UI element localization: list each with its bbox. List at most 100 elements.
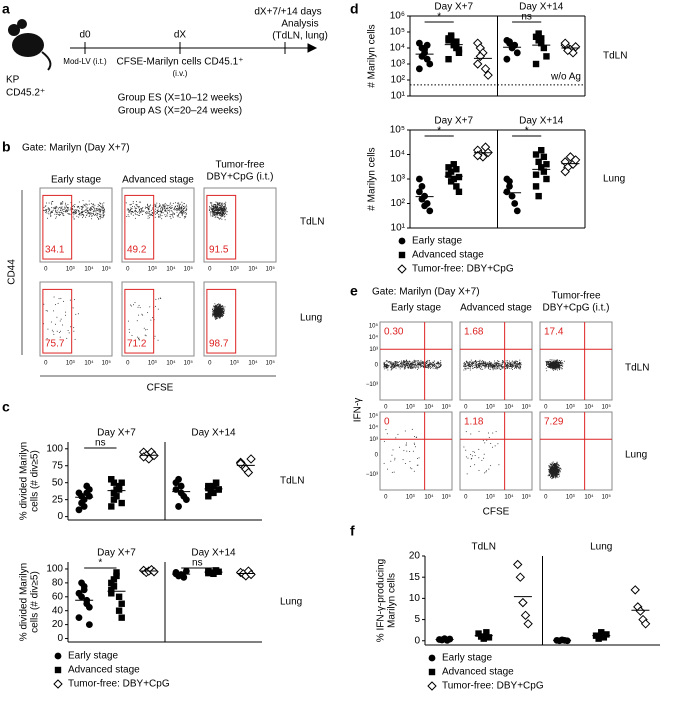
section-label: TdLN — [472, 542, 496, 553]
flow-dot — [434, 367, 436, 369]
flow-dot — [552, 465, 554, 467]
flow-dot — [405, 365, 407, 367]
flow-dot — [386, 363, 388, 365]
flow-dot — [412, 364, 414, 366]
dot-square — [540, 153, 548, 161]
flow-dot — [47, 328, 49, 330]
flow-dot — [53, 207, 55, 209]
flow-dot — [50, 215, 52, 217]
flow-dot — [72, 206, 74, 208]
flow-dot — [478, 362, 480, 364]
flow-dot — [471, 458, 473, 460]
flow-dot — [90, 209, 92, 211]
flow-dot — [102, 216, 104, 218]
y-axis-label: % divided Marilyn — [19, 563, 30, 641]
flow-dot — [100, 216, 102, 218]
dot-circle — [75, 614, 83, 622]
flow-dot — [179, 209, 181, 211]
gate — [124, 194, 155, 260]
flow-dot — [79, 214, 81, 216]
flow-dot — [514, 365, 516, 367]
flow-dot — [433, 363, 435, 365]
flow-dot — [185, 212, 187, 214]
flow-dot — [394, 362, 396, 364]
flow-dot — [148, 212, 150, 214]
dot-circle — [506, 177, 513, 185]
flow-dot — [50, 210, 52, 212]
flow-dot — [509, 363, 511, 365]
flow-dot — [421, 361, 423, 363]
flow-dot — [502, 364, 504, 366]
flow-dot — [44, 205, 46, 207]
flow-dot — [505, 363, 507, 365]
flow-dot — [155, 298, 157, 300]
panel-label: b — [2, 139, 11, 155]
flow-dot — [212, 307, 214, 309]
flow-dot — [214, 213, 216, 215]
flow-dot — [412, 367, 414, 369]
flow-dot — [550, 367, 552, 369]
flow-dot — [509, 362, 511, 364]
dot-circle — [175, 475, 182, 483]
flow-dot — [548, 465, 550, 467]
flow-dot — [413, 367, 415, 369]
flow-dot — [58, 214, 60, 216]
flow-dot — [177, 206, 179, 208]
flow-dot — [213, 309, 215, 311]
flow-dot — [391, 471, 393, 473]
dot-circle — [85, 603, 93, 611]
flow-dot — [406, 364, 408, 366]
flow-dot — [501, 363, 503, 365]
flow-dot — [173, 213, 175, 215]
flow-dot — [392, 449, 394, 451]
flow-dot — [555, 363, 557, 365]
y-axis-label: # Marilyn cells — [367, 147, 378, 210]
label: CFSE-Marilyn cells CD45.1⁺ — [117, 57, 244, 68]
y-tick-label: 0 — [57, 511, 63, 522]
flow-dot — [550, 466, 552, 468]
flow-dot — [520, 364, 522, 366]
flow-dot — [410, 365, 412, 367]
flow-dot — [53, 310, 55, 312]
flow-dot — [127, 320, 129, 322]
flow-dot — [557, 363, 559, 365]
flow-dot — [77, 206, 79, 208]
flow-dot — [138, 206, 140, 208]
panel-label: e — [350, 283, 358, 299]
flow-dot — [552, 477, 554, 479]
flow-dot — [218, 309, 220, 311]
flow-dot — [464, 365, 466, 367]
flow-dot — [166, 208, 168, 210]
flow-dot — [174, 207, 176, 209]
flow-dot — [488, 365, 490, 367]
flow-dot — [220, 309, 222, 311]
flow-dot — [74, 213, 76, 215]
section-label: Day X+7 — [97, 548, 136, 559]
flow-dot — [218, 209, 220, 211]
flow-dot — [95, 211, 97, 213]
flow-dot — [53, 333, 55, 335]
flow-dot — [383, 364, 385, 366]
flow-dot — [555, 463, 557, 465]
tick-label: 10⁴ — [504, 404, 514, 411]
flow-dot — [217, 209, 219, 211]
flow-dot — [147, 206, 149, 208]
dot-square — [205, 493, 212, 500]
flow-dot — [159, 205, 161, 207]
flow-dot — [491, 363, 493, 365]
flow-dot — [558, 464, 560, 466]
flow-dot — [556, 359, 558, 361]
dot-square — [445, 164, 452, 171]
flow-dot — [143, 327, 145, 329]
flow-dot — [214, 305, 216, 307]
flow-dot — [411, 468, 413, 470]
flow-dot — [222, 209, 224, 211]
flow-dot — [418, 365, 420, 367]
percentage: 1.68 — [464, 327, 484, 338]
flow-dot — [177, 214, 179, 216]
flow-dot — [127, 208, 129, 210]
flow-dot — [409, 450, 411, 452]
flow-dot — [545, 361, 547, 363]
flow-dot — [471, 455, 473, 457]
flow-dot — [220, 204, 222, 206]
